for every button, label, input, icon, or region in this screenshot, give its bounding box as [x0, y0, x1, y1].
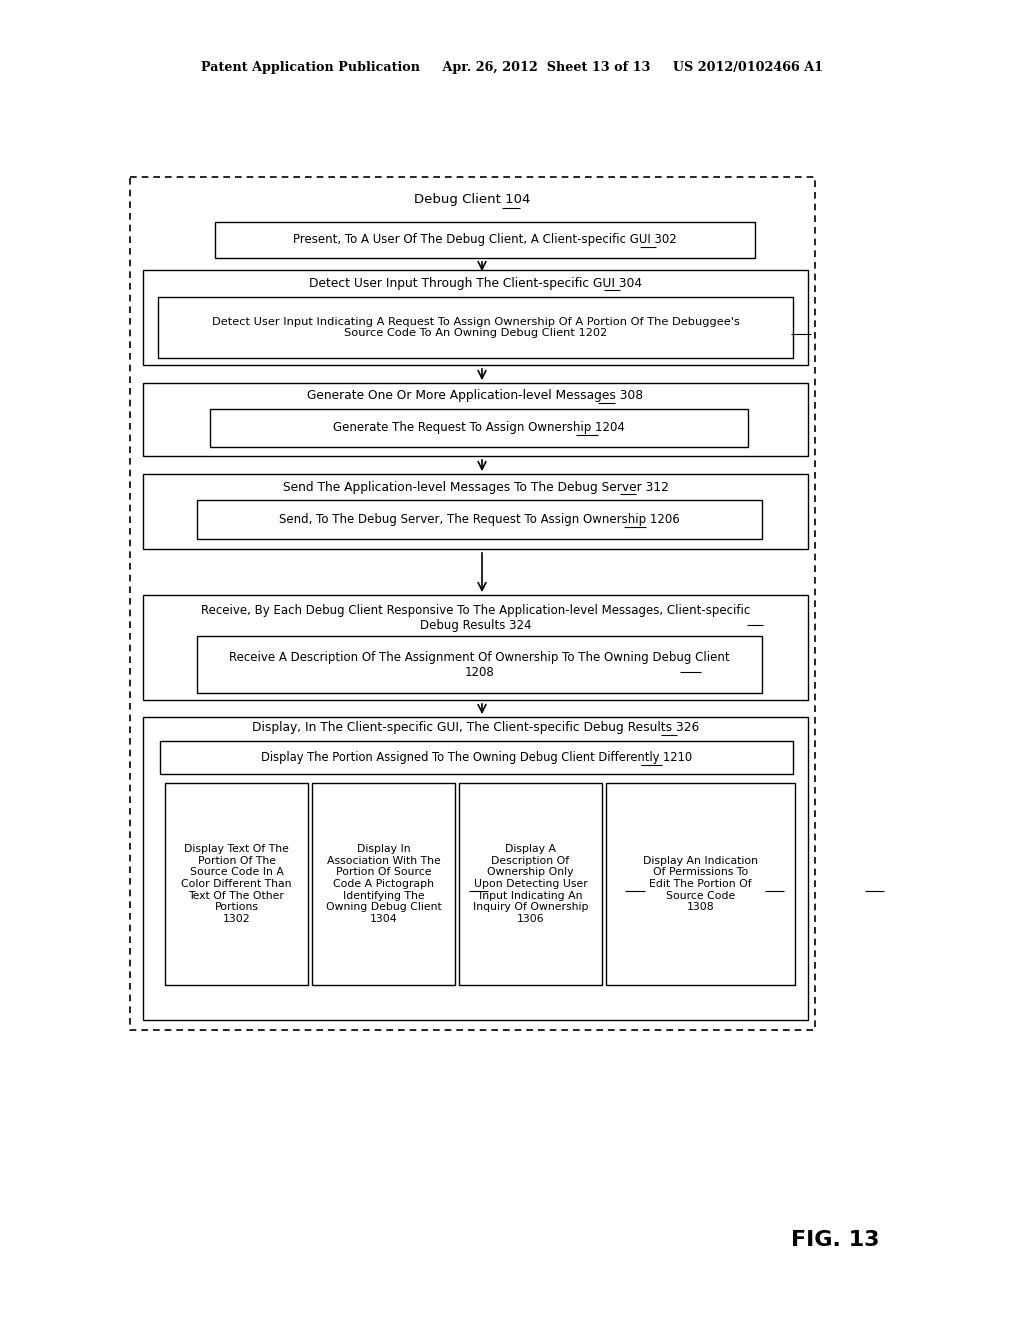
Text: Display, In The Client-specific GUI, The Client-specific Debug Results 326: Display, In The Client-specific GUI, The… — [252, 722, 699, 734]
Text: Debug Client 104: Debug Client 104 — [415, 194, 530, 206]
Text: Receive A Description Of The Assignment Of Ownership To The Owning Debug Client
: Receive A Description Of The Assignment … — [229, 651, 730, 678]
Text: Receive, By Each Debug Client Responsive To The Application-level Messages, Clie: Receive, By Each Debug Client Responsive… — [201, 605, 751, 632]
Text: Present, To A User Of The Debug Client, A Client-specific GUI 302: Present, To A User Of The Debug Client, … — [293, 234, 677, 247]
Bar — [197, 500, 762, 539]
Text: Generate One Or More Application-level Messages 308: Generate One Or More Application-level M… — [307, 389, 643, 403]
Text: Display In
Association With The
Portion Of Source
Code A Pictograph
Identifying : Display In Association With The Portion … — [326, 845, 441, 924]
Bar — [143, 271, 808, 366]
Bar — [197, 636, 762, 693]
Text: Send, To The Debug Server, The Request To Assign Ownership 1206: Send, To The Debug Server, The Request T… — [280, 513, 680, 525]
Text: Detect User Input Through The Client-specific GUI 304: Detect User Input Through The Client-spe… — [309, 276, 642, 289]
Bar — [606, 783, 795, 985]
Text: FIG. 13: FIG. 13 — [791, 1230, 880, 1250]
Text: Display A
Description Of
Ownership Only
Upon Detecting User
Input Indicating An
: Display A Description Of Ownership Only … — [473, 845, 588, 924]
Bar — [210, 409, 748, 447]
Bar — [215, 222, 755, 257]
Bar — [143, 595, 808, 700]
Bar — [312, 783, 455, 985]
Text: Display Text Of The
Portion Of The
Source Code In A
Color Different Than
Text Of: Display Text Of The Portion Of The Sourc… — [181, 845, 292, 924]
Bar — [143, 474, 808, 549]
Bar — [130, 177, 815, 1030]
Bar — [165, 783, 308, 985]
Text: Display An Indication
Of Permissions To
Edit The Portion Of
Source Code
1308: Display An Indication Of Permissions To … — [643, 855, 758, 912]
Bar — [143, 383, 808, 455]
Bar — [158, 297, 793, 358]
Text: Send The Application-level Messages To The Debug Server 312: Send The Application-level Messages To T… — [283, 480, 669, 494]
Text: Generate The Request To Assign Ownership 1204: Generate The Request To Assign Ownership… — [333, 421, 625, 434]
Bar — [459, 783, 602, 985]
Text: Detect User Input Indicating A Request To Assign Ownership Of A Portion Of The D: Detect User Input Indicating A Request T… — [212, 317, 739, 338]
Bar — [143, 717, 808, 1020]
Text: Display The Portion Assigned To The Owning Debug Client Differently 1210: Display The Portion Assigned To The Owni… — [261, 751, 692, 764]
Bar — [160, 741, 793, 774]
Text: Patent Application Publication     Apr. 26, 2012  Sheet 13 of 13     US 2012/010: Patent Application Publication Apr. 26, … — [201, 62, 823, 74]
